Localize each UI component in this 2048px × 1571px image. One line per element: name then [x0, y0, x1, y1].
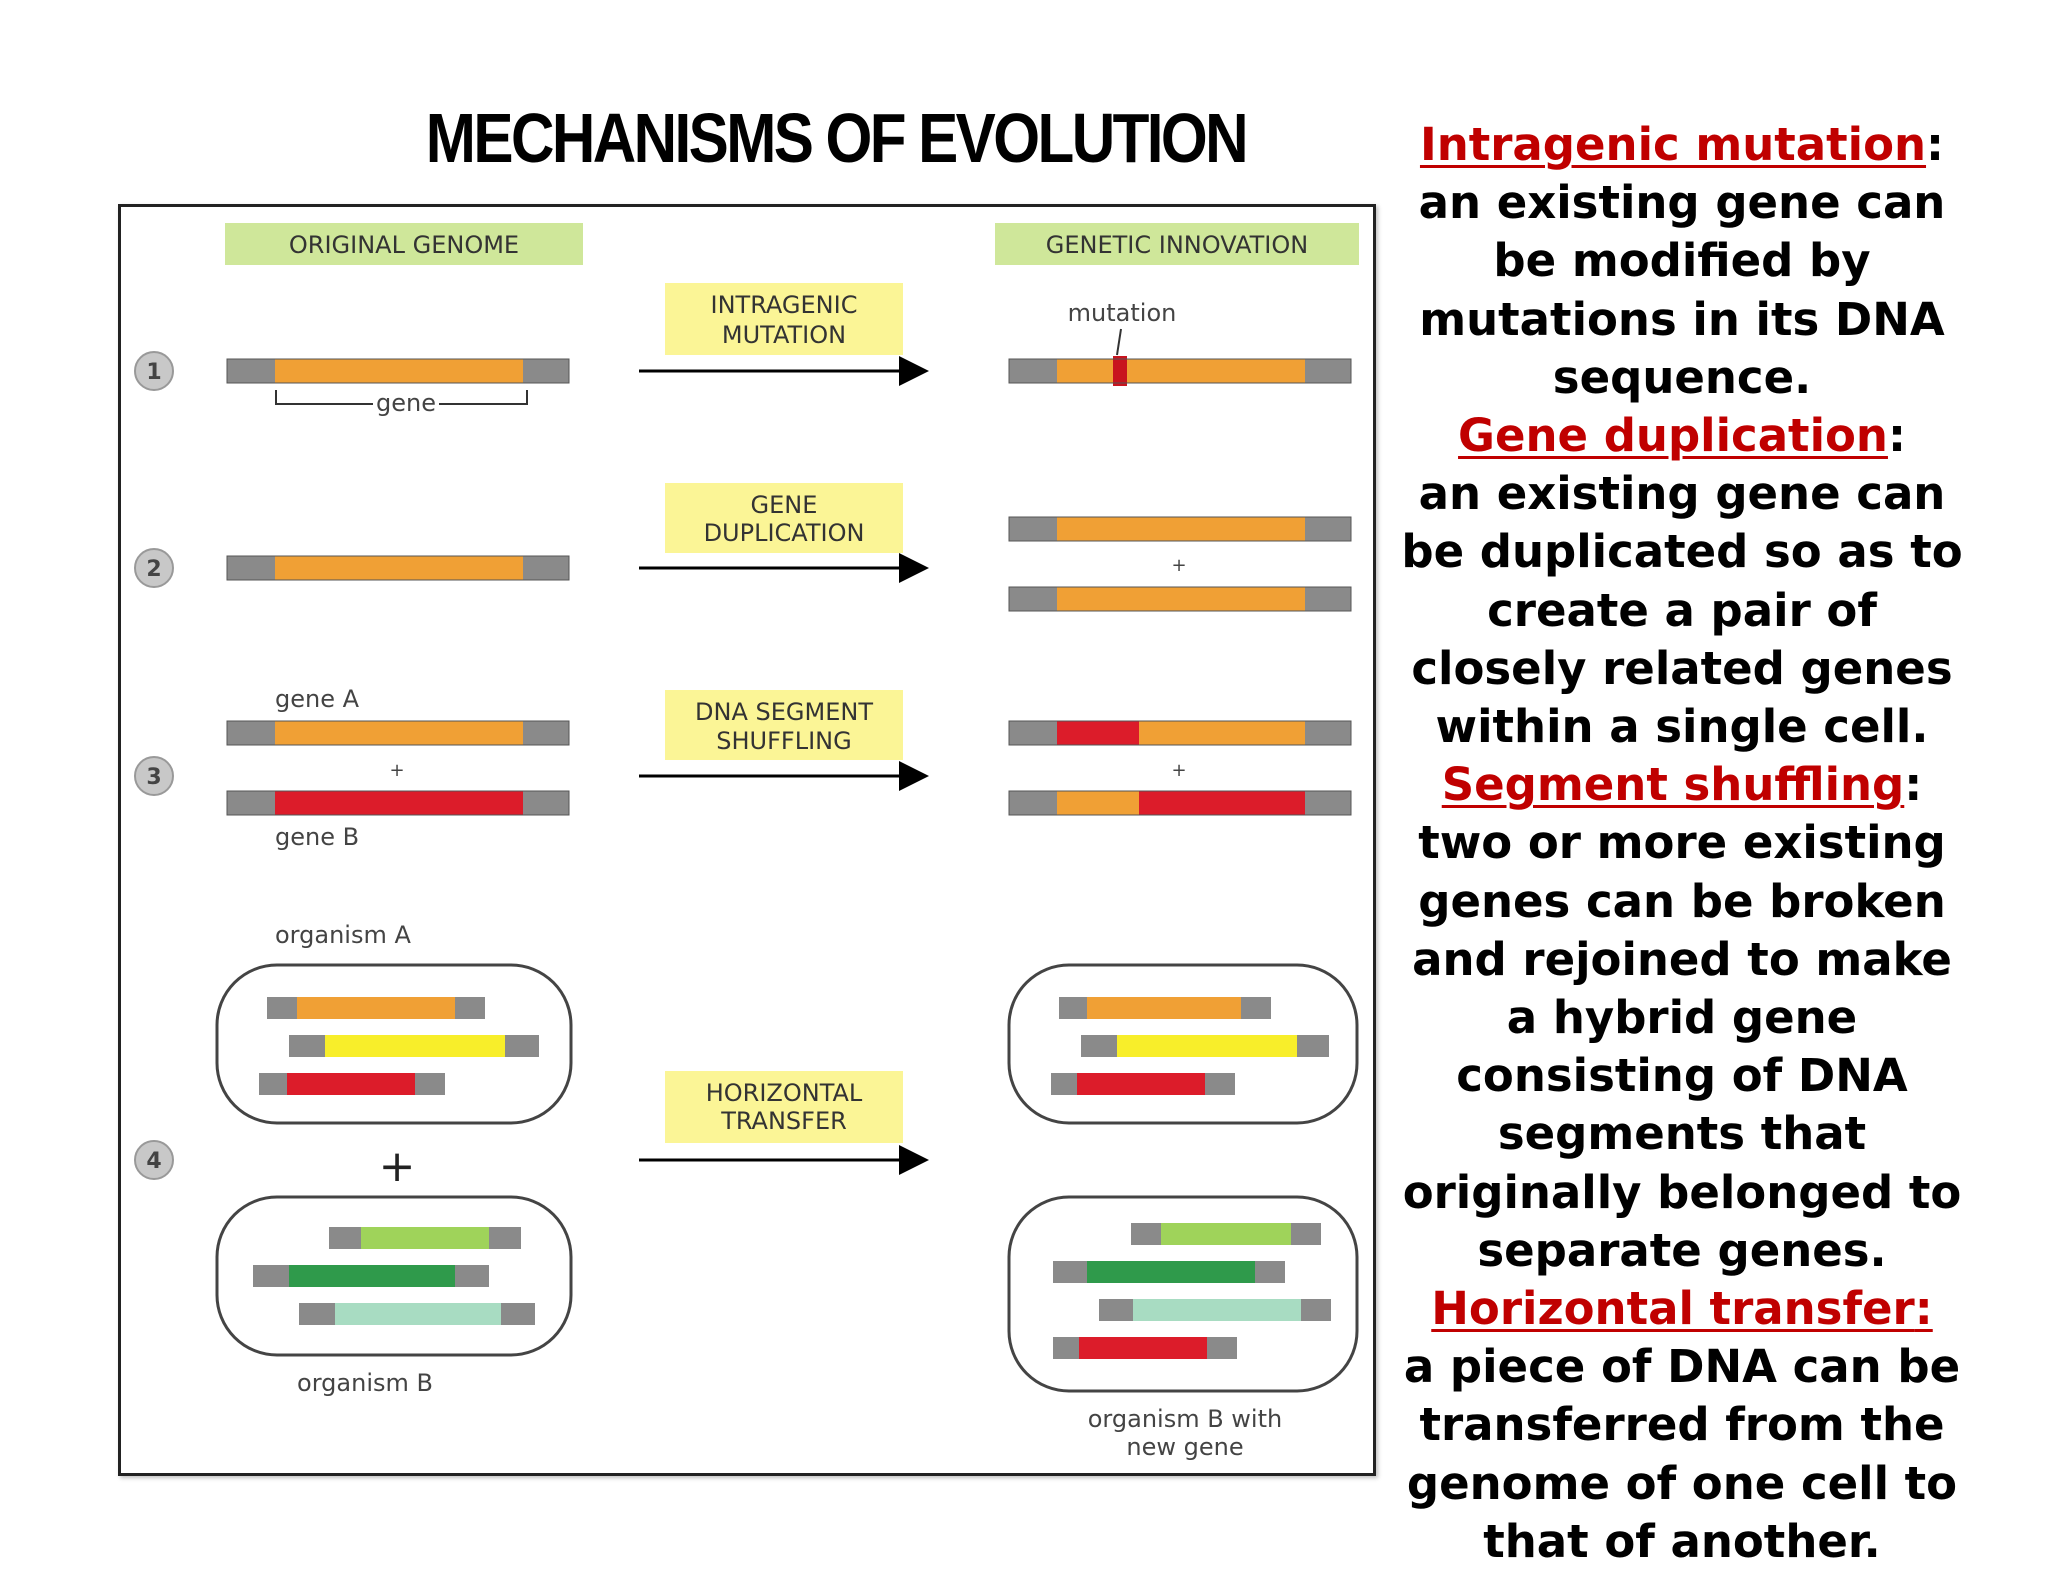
section-gene-duplication-body: an existing gene can be duplicated so as…	[1401, 467, 1963, 754]
process-4-line-1: HORIZONTAL	[706, 1079, 863, 1107]
row-number-4: 4	[134, 1140, 174, 1180]
row3-plus-left: +	[389, 760, 404, 781]
process-horizontal-transfer: HORIZONTAL TRANSFER	[665, 1071, 903, 1143]
result-organism-a-gene-yellow	[1081, 1035, 1329, 1057]
organism-a-gene-orange	[267, 997, 485, 1019]
gene-label: gene	[376, 389, 436, 417]
result-organism-a-gene-orange	[1059, 997, 1271, 1019]
row-number-4-label: 4	[146, 1149, 161, 1174]
section-intragenic-mutation-body: an existing gene can be modified by muta…	[1418, 176, 1946, 404]
organism-b-gene-lightgreen	[329, 1227, 521, 1249]
result-organism-b-cell	[1007, 1195, 1359, 1393]
row3-plus-right: +	[1171, 760, 1186, 781]
section-horizontal-transfer-heading: Horizontal transfer:	[1392, 1280, 1972, 1338]
row-number-2-label: 2	[146, 557, 161, 582]
section-intragenic-mutation-heading: Intragenic mutation:	[1392, 116, 1972, 174]
organism-a-label: organism A	[275, 921, 411, 949]
mechanism-descriptions: Intragenic mutation: an existing gene ca…	[1392, 116, 1972, 1571]
row2-duplicate-gene-2	[1008, 586, 1352, 612]
term-suffix-2: :	[1887, 409, 1906, 463]
term-horizontal-transfer: Horizontal transfer	[1431, 1282, 1915, 1336]
process-2-line-2: DUPLICATION	[704, 519, 865, 547]
row2-original-gene	[226, 555, 570, 581]
organism-b-new-label-line-1: organism B with	[1088, 1405, 1282, 1433]
mutation-label: mutation	[1068, 299, 1177, 327]
organism-b-gene-darkgreen	[253, 1265, 489, 1287]
term-segment-shuffling: Segment shuffling	[1441, 758, 1905, 812]
result-organism-b-new-gene-red	[1053, 1337, 1237, 1359]
row3-gene-b	[226, 790, 570, 816]
organism-b-cell	[215, 1195, 573, 1357]
original-genome-header: ORIGINAL GENOME	[289, 231, 519, 259]
organism-a-gene-yellow	[289, 1035, 539, 1057]
process-1-line-2: MUTATION	[722, 321, 846, 349]
gene-b-label: gene B	[275, 823, 359, 851]
row1-original-gene	[226, 358, 570, 384]
process-1-line-1: INTRAGENIC	[711, 291, 858, 319]
term-suffix-3: :	[1904, 758, 1923, 812]
organism-b-new-label-line-2: new gene	[1126, 1433, 1243, 1461]
organism-b-label: organism B	[297, 1369, 433, 1397]
process-2-line-1: GENE	[751, 491, 818, 519]
row-number-1-label: 1	[146, 360, 161, 385]
organism-a-gene-red	[259, 1073, 445, 1095]
section-gene-duplication-heading: Gene duplication:	[1392, 407, 1972, 465]
row3-gene-a	[226, 720, 570, 746]
gene-a-label: gene A	[275, 685, 360, 713]
process-gene-duplication: GENE DUPLICATION	[665, 483, 903, 553]
result-organism-a-gene-red	[1051, 1073, 1235, 1095]
row1-mutated-gene	[1008, 356, 1352, 386]
row3-hybrid-gene-1	[1008, 720, 1352, 746]
genetic-innovation-header: GENETIC INNOVATION	[1046, 231, 1308, 259]
mutation-site	[1113, 356, 1127, 386]
process-intragenic-mutation: INTRAGENIC MUTATION	[665, 283, 903, 355]
process-3-line-1: DNA SEGMENT	[695, 698, 873, 726]
term-suffix-4: :	[1914, 1282, 1933, 1336]
result-organism-b-gene-lightgreen	[1131, 1223, 1321, 1245]
term-suffix-1: :	[1926, 118, 1945, 171]
term-intragenic-mutation: Intragenic mutation	[1419, 118, 1927, 171]
organism-plus: +	[379, 1141, 416, 1192]
result-organism-a-cell	[1007, 963, 1359, 1125]
section-segment-shuffling-heading: Segment shuffling:	[1392, 756, 1972, 814]
evolution-mechanisms-figure: ORIGINAL GENOME GENETIC INNOVATION 1 2 3…	[118, 204, 1376, 1476]
section-horizontal-transfer-body: a piece of DNA can be transferred from t…	[1403, 1340, 1961, 1568]
page-title: MECHANISMS OF EVOLUTION	[425, 99, 1249, 177]
organism-a-cell	[215, 963, 573, 1125]
row-number-3: 3	[134, 756, 174, 796]
original-genome-header-bg	[225, 223, 583, 265]
row-number-2: 2	[134, 548, 174, 588]
mechanisms-diagram: ORIGINAL GENOME GENETIC INNOVATION 1 2 3…	[134, 223, 1359, 1461]
process-dna-segment-shuffling: DNA SEGMENT SHUFFLING	[665, 690, 903, 760]
row2-duplicate-gene-1	[1008, 516, 1352, 542]
term-gene-duplication: Gene duplication	[1458, 409, 1888, 463]
genetic-innovation-header-bg	[995, 223, 1359, 265]
result-organism-b-gene-darkgreen	[1053, 1261, 1285, 1283]
process-3-line-2: SHUFFLING	[716, 727, 851, 755]
process-4-line-2: TRANSFER	[720, 1107, 847, 1135]
row2-plus: +	[1171, 555, 1186, 576]
row3-hybrid-gene-2	[1008, 790, 1352, 816]
gene-bracket: gene	[275, 389, 528, 417]
section-segment-shuffling-body: two or more existing genes can be broken…	[1402, 816, 1962, 1277]
mutation-pointer	[1116, 328, 1122, 356]
row-number-3-label: 3	[146, 765, 161, 790]
result-organism-b-gene-mint	[1099, 1299, 1331, 1321]
row-number-1: 1	[134, 351, 174, 391]
organism-b-gene-mint	[299, 1303, 535, 1325]
